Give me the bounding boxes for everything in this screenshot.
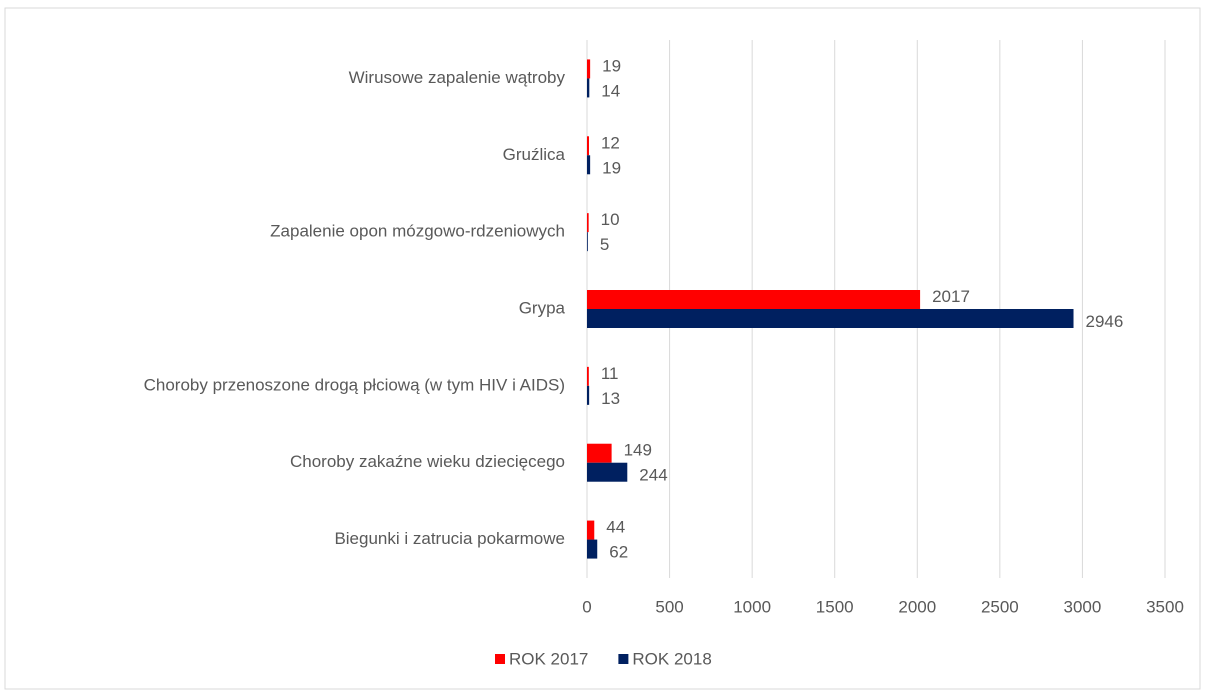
x-tick-label: 2500 [981,597,1019,616]
x-tick-label: 500 [655,597,683,616]
category-label: Choroby zakaźne wieku dziecięcego [290,452,565,471]
chart-border [4,7,1201,690]
legend-label: ROK 2018 [632,649,711,668]
bar [587,462,628,482]
category-label: Gruźlica [503,145,566,164]
data-label: 44 [606,518,625,537]
data-label: 14 [601,81,620,100]
x-tick-label: 1500 [816,597,854,616]
bar [587,59,591,79]
bar [587,290,921,309]
data-label: 5 [600,235,609,254]
data-label: 13 [601,389,620,408]
data-label: 12 [601,133,620,152]
category-label: Grypa [519,298,566,317]
bar [587,443,612,463]
x-tick-label: 3500 [1146,597,1184,616]
bar [587,520,595,540]
bar [587,78,590,98]
x-tick-label: 0 [582,597,591,616]
category-label: Zapalenie opon mózgowo-rdzeniowych [270,222,565,241]
bar [587,539,598,559]
category-label: Wirusowe zapalenie wątroby [349,68,566,87]
x-tick-label: 2000 [898,597,936,616]
data-label: 2017 [932,287,970,306]
bar [587,213,589,233]
data-label: 11 [601,364,619,383]
bar [587,136,589,156]
data-label: 2946 [1086,312,1124,331]
data-label: 10 [601,210,620,229]
legend-label: ROK 2017 [509,649,588,668]
data-label: 62 [609,543,628,562]
bar [587,155,591,175]
category-label: Biegunki i zatrucia pokarmowe [334,529,565,548]
bar [587,309,1074,328]
x-tick-label: 3000 [1064,597,1102,616]
data-label: 19 [602,158,621,177]
data-label: 19 [602,56,621,75]
x-tick-label: 1000 [733,597,771,616]
category-label: Choroby przenoszone drogą płciową (w tym… [144,375,565,394]
data-label: 149 [624,441,652,460]
bar [587,366,589,386]
bar [587,385,590,405]
data-label: 244 [639,466,667,485]
legend-swatch [495,654,505,664]
legend-swatch [618,654,629,664]
bar [587,232,588,252]
